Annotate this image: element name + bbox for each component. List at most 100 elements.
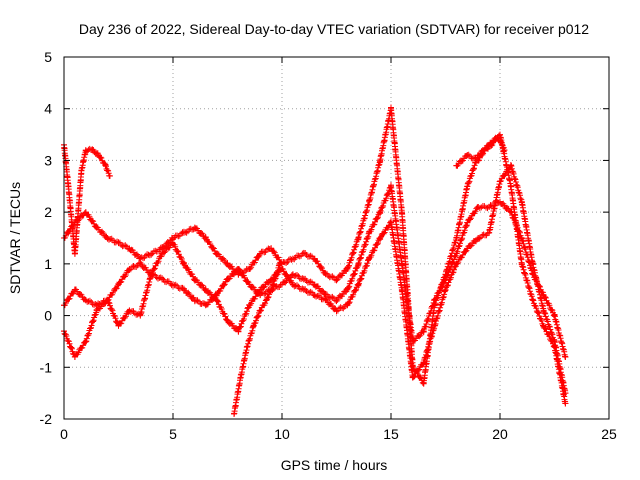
data-point <box>497 178 503 185</box>
series-track-2 <box>61 182 569 360</box>
data-point <box>95 152 102 159</box>
data-point <box>322 271 329 278</box>
data-point <box>65 183 72 190</box>
axis-ticks: 0 5 10 15 20 25 -2 -1 0 1 2 3 4 5 <box>40 49 617 442</box>
data-point <box>257 286 264 293</box>
x-axis-label: GPS time / hours <box>281 457 388 473</box>
data-point <box>213 250 220 257</box>
series-track-4 <box>61 141 113 257</box>
data-point <box>497 136 503 143</box>
data-point <box>263 297 270 304</box>
data-point <box>89 147 96 154</box>
data-point <box>333 276 340 283</box>
data-point <box>82 297 89 304</box>
data-point <box>202 235 209 241</box>
data-point <box>464 245 471 252</box>
series-track-6 <box>453 135 508 169</box>
data-point <box>453 250 460 257</box>
data-point <box>409 374 416 381</box>
data-point <box>170 281 176 288</box>
data-point <box>93 224 100 231</box>
data-point <box>481 147 488 154</box>
data-point <box>82 209 89 216</box>
data-point <box>289 255 296 262</box>
data-point <box>333 297 340 304</box>
data-point <box>224 276 231 283</box>
data-point <box>180 286 187 293</box>
data-point <box>115 281 122 288</box>
data-point <box>344 286 351 293</box>
data-point <box>279 281 285 288</box>
data-point <box>106 172 113 179</box>
y-tick-label: -1 <box>40 359 53 375</box>
data-points <box>61 104 569 417</box>
y-tick-label: 2 <box>44 204 52 220</box>
data-point <box>224 260 231 267</box>
data-point <box>464 183 471 190</box>
data-point <box>431 322 438 329</box>
data-point <box>311 291 318 298</box>
data-point <box>518 198 525 205</box>
data-point <box>551 312 558 319</box>
data-point <box>250 322 257 329</box>
data-point <box>71 286 78 293</box>
data-point <box>191 297 198 304</box>
x-tick-label: 5 <box>169 426 177 442</box>
data-point <box>562 390 569 397</box>
data-point <box>126 266 133 273</box>
data-point <box>333 307 340 314</box>
data-point <box>507 209 514 216</box>
data-point <box>148 271 155 278</box>
data-point <box>311 281 318 288</box>
data-point <box>453 260 460 267</box>
data-point <box>344 302 351 309</box>
data-point <box>300 286 307 293</box>
data-point <box>257 307 264 314</box>
data-point <box>180 260 187 267</box>
data-point <box>237 374 244 381</box>
data-point <box>137 260 144 267</box>
data-point <box>518 235 525 241</box>
y-axis-label: SDTVAR / TECUs <box>7 182 23 294</box>
data-point <box>507 162 514 169</box>
data-point <box>224 317 231 324</box>
data-point <box>453 162 460 169</box>
data-point <box>488 141 495 148</box>
data-point <box>355 235 362 241</box>
x-tick-label: 0 <box>60 426 68 442</box>
data-point <box>246 281 253 288</box>
data-point <box>366 229 373 236</box>
data-point <box>231 410 238 417</box>
data-point <box>102 162 109 169</box>
data-point <box>82 147 89 154</box>
data-point <box>442 286 449 293</box>
data-point <box>507 183 514 190</box>
data-point <box>388 219 394 226</box>
data-point <box>398 286 405 293</box>
data-point <box>257 250 264 257</box>
data-point <box>562 353 569 360</box>
data-point <box>202 302 209 309</box>
data-point <box>475 157 482 164</box>
x-tick-label: 15 <box>383 426 399 442</box>
data-point <box>420 379 427 386</box>
data-point <box>464 152 471 159</box>
data-point <box>115 240 122 247</box>
y-tick-label: 4 <box>44 101 52 117</box>
data-point <box>126 245 133 252</box>
data-point <box>486 229 493 236</box>
y-tick-label: 3 <box>44 152 52 168</box>
data-point <box>170 240 176 247</box>
data-point <box>551 338 558 345</box>
data-point <box>388 183 394 190</box>
data-point <box>501 147 508 154</box>
data-point <box>344 266 351 273</box>
data-point <box>377 209 384 216</box>
x-tick-label: 20 <box>492 426 508 442</box>
plot-frame <box>63 56 610 420</box>
chart-title: Day 236 of 2022, Sidereal Day-to-day VTE… <box>79 21 589 37</box>
data-point <box>137 312 144 319</box>
data-point <box>246 266 253 273</box>
data-point <box>148 250 155 257</box>
